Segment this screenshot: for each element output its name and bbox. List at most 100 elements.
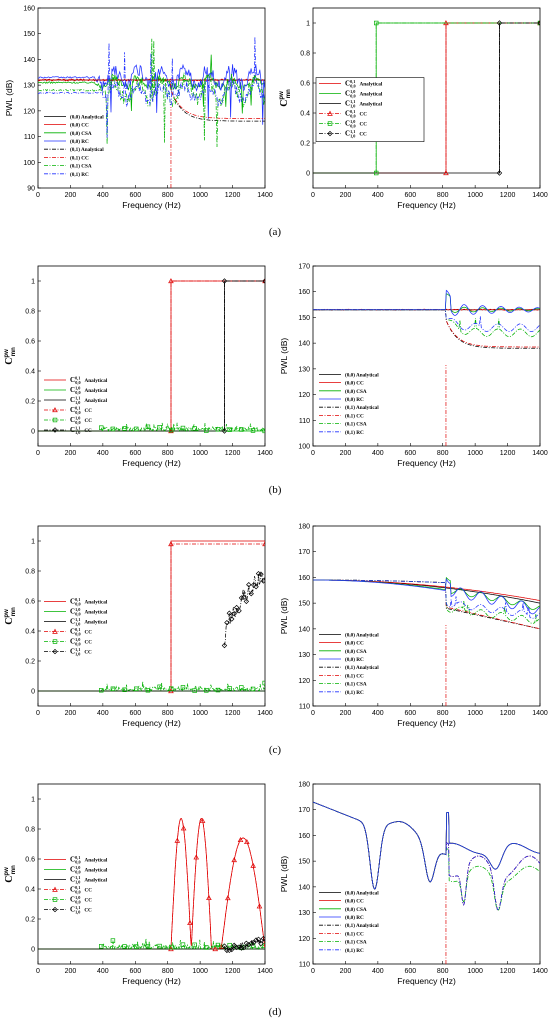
- legend-entry: (0,0) CSA: [345, 388, 367, 395]
- x-tick-label: 1200: [225, 968, 241, 975]
- data-point-marker: [168, 541, 174, 547]
- data-point-marker: [193, 854, 200, 860]
- legend-entry: (0,0) CC: [345, 640, 364, 647]
- y-tick-label: 180: [298, 782, 310, 789]
- series-line-5: [499, 22, 540, 173]
- y-tick-label: 150: [298, 601, 310, 608]
- y-tick-label: 0.8: [25, 569, 35, 576]
- legend-entry: (0,1) CSA: [345, 421, 367, 428]
- data-point-marker: [227, 686, 232, 691]
- y-tick-label: 0: [31, 689, 35, 696]
- x-tick-label: 0: [36, 968, 40, 975]
- series-line-4: [101, 681, 265, 693]
- data-point-marker: [239, 685, 244, 690]
- data-point-marker: [496, 170, 503, 176]
- data-point-marker: [224, 619, 230, 626]
- data-point-marker: [168, 278, 174, 284]
- x-axis-label: Frequency (Hz): [122, 718, 181, 728]
- data-point-marker: [180, 825, 187, 831]
- data-point-marker: [221, 943, 228, 949]
- data-point-marker: [206, 895, 212, 901]
- y-axis-label: Cpwmn: [4, 865, 17, 883]
- x-tick-label: 400: [97, 192, 109, 199]
- y-tick-label: 160: [298, 833, 310, 840]
- data-point-marker: [239, 427, 244, 432]
- x-tick-label: 600: [404, 710, 416, 717]
- data-point-marker: [215, 942, 221, 948]
- data-point-marker: [145, 688, 151, 693]
- x-tick-label: 400: [97, 968, 109, 975]
- data-point-marker: [262, 278, 265, 284]
- plot-frame: [312, 783, 541, 965]
- legend-entry: (0,0) CC: [70, 122, 89, 129]
- y-tick-label: 130: [298, 366, 310, 373]
- series-line-4: [313, 309, 540, 349]
- data-point-marker: [237, 836, 244, 843]
- data-point-marker: [199, 817, 206, 823]
- y-tick-label: 1: [31, 279, 35, 286]
- x-tick-label: 1200: [500, 450, 516, 457]
- x-tick-label: 800: [437, 968, 449, 975]
- chart-b-right: 0 200 400 600 800 1000 1200 1400 100 110 120 130 140…: [279, 264, 548, 469]
- data-point-marker: [443, 170, 449, 176]
- data-point-marker: [145, 943, 151, 949]
- data-point-marker: [224, 947, 230, 954]
- x-tick-label: 1400: [532, 450, 548, 457]
- legend: (0,0) Analytical (0,0) CC(0,0) CSA(0,0) R…: [319, 631, 379, 696]
- data-point-marker: [246, 582, 252, 588]
- legend-marker: [52, 906, 58, 913]
- data-point-marker: [192, 942, 197, 948]
- x-tick-label: 1000: [192, 710, 208, 717]
- x-tick-label: 600: [129, 968, 141, 975]
- y-tick-label: 110: [299, 418, 310, 425]
- series-line-1: [313, 801, 540, 890]
- caption-a: (a): [268, 226, 282, 238]
- y-tick-label: 0.6: [25, 857, 35, 864]
- legend-marker: [327, 110, 333, 116]
- x-tick-label: 200: [65, 192, 77, 199]
- x-tick-label: 800: [437, 710, 449, 717]
- legend-entry: (0,1) Analytical: [345, 404, 379, 411]
- y-tick-label: 0.4: [25, 369, 35, 376]
- x-tick-label: 0: [36, 710, 40, 717]
- data-point-marker: [134, 426, 139, 432]
- y-tick-label: 90: [27, 186, 35, 193]
- legend-entry: C1,1 1,0 CC: [70, 647, 92, 657]
- data-point-marker: [157, 424, 162, 430]
- data-point-marker: [374, 170, 379, 176]
- data-point-marker: [258, 940, 264, 947]
- legend-entry: (0,1) Analytical: [345, 664, 379, 671]
- y-tick-label: 120: [298, 936, 310, 943]
- series-line-3: [313, 577, 540, 615]
- data-point-marker: [169, 686, 174, 691]
- plot-frame: [312, 7, 541, 189]
- data-point-marker: [145, 424, 151, 430]
- x-tick-label: 1400: [532, 192, 548, 199]
- x-tick-label: 1400: [257, 192, 273, 199]
- series-line-1: [313, 579, 540, 601]
- legend-marker: [52, 417, 58, 423]
- legend-entry: C0,1 0,0 Analytical: [70, 376, 108, 386]
- data-point-marker: [226, 947, 233, 954]
- data-point-marker: [221, 428, 228, 434]
- legend-entry: C1,0 0,0 CC: [345, 119, 367, 129]
- legend-entry: (0,1) Analytical: [70, 146, 104, 153]
- x-tick-label: 1200: [500, 192, 516, 199]
- legend-entry: C1,1 1,0 CC: [70, 905, 92, 915]
- legend-entry: C0,1 0,0 Analytical: [70, 855, 108, 865]
- chart-d-right: 0 200 400 600 800 1000 1200 1400 110 120 130 140 150…: [279, 782, 548, 987]
- x-tick-label: 0: [311, 968, 315, 975]
- legend-entry: (0,0) Analytical: [345, 371, 379, 378]
- data-point-marker: [180, 685, 186, 690]
- x-tick-label: 1000: [467, 968, 483, 975]
- series-line-7: [313, 579, 540, 619]
- legend-entry: C1,0 0,0 CC: [70, 416, 92, 426]
- data-point-marker: [250, 939, 257, 946]
- legend-marker: [52, 628, 58, 634]
- y-tick-label: 110: [24, 134, 35, 141]
- x-axis-label: Frequency (Hz): [397, 200, 456, 210]
- x-tick-label: 1000: [192, 450, 208, 457]
- y-axis-label: PWL (dB): [4, 80, 14, 117]
- y-tick-label: 170: [298, 807, 310, 814]
- y-tick-label: 120: [23, 108, 35, 115]
